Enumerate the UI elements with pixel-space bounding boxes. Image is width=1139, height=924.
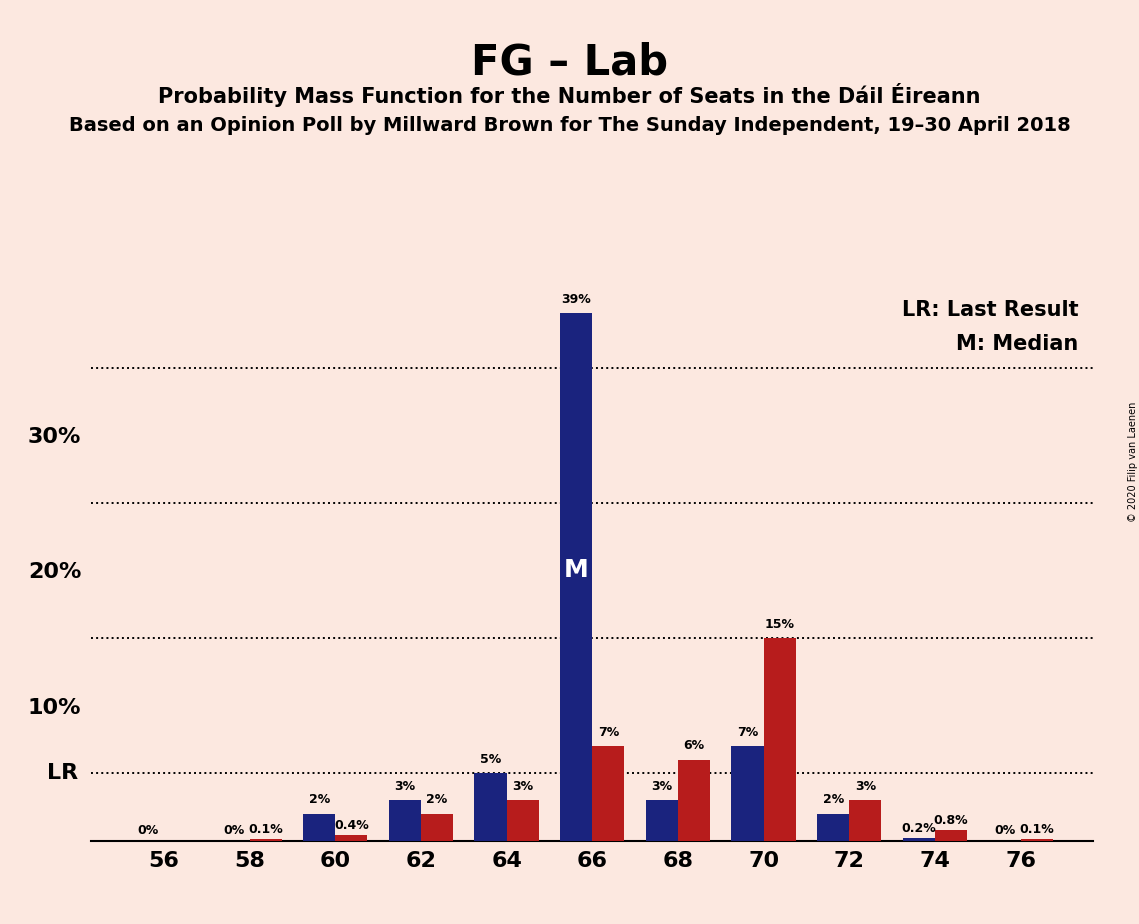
Text: M: Median: M: Median (956, 334, 1079, 354)
Bar (731, 747, 763, 841)
Bar (335, 835, 368, 841)
Text: M: M (564, 558, 589, 582)
Text: 0%: 0% (994, 824, 1015, 837)
Text: Based on an Opinion Poll by Millward Brown for The Sunday Independent, 19–30 Apr: Based on an Opinion Poll by Millward Bro… (68, 116, 1071, 136)
Bar (935, 830, 967, 841)
Bar (678, 760, 710, 841)
Text: 6%: 6% (683, 739, 705, 752)
Bar (903, 838, 935, 841)
Bar (850, 800, 882, 841)
Text: 0.1%: 0.1% (1019, 823, 1054, 836)
Text: 15%: 15% (764, 617, 795, 630)
Bar (763, 638, 796, 841)
Text: 7%: 7% (598, 725, 618, 739)
Text: 0.8%: 0.8% (934, 814, 968, 827)
Bar (560, 313, 592, 841)
Bar (646, 800, 678, 841)
Bar (303, 814, 335, 841)
Text: © 2020 Filip van Laenen: © 2020 Filip van Laenen (1129, 402, 1138, 522)
Text: 0.2%: 0.2% (901, 821, 936, 834)
Text: 7%: 7% (737, 725, 759, 739)
Text: 0%: 0% (138, 824, 158, 837)
Bar (475, 773, 507, 841)
Bar (592, 747, 624, 841)
Text: 5%: 5% (480, 753, 501, 766)
Bar (507, 800, 539, 841)
Text: FG – Lab: FG – Lab (470, 42, 669, 83)
Text: 3%: 3% (854, 780, 876, 793)
Text: LR: LR (47, 763, 79, 784)
Bar (1021, 840, 1052, 841)
Text: Probability Mass Function for the Number of Seats in the Dáil Éireann: Probability Mass Function for the Number… (158, 83, 981, 107)
Text: 0.1%: 0.1% (248, 823, 284, 836)
Text: 3%: 3% (513, 780, 533, 793)
Text: 2%: 2% (426, 794, 448, 807)
Text: LR: Last Result: LR: Last Result (902, 300, 1079, 321)
Text: 3%: 3% (652, 780, 672, 793)
Bar (388, 800, 421, 841)
Bar (817, 814, 850, 841)
Text: 39%: 39% (562, 293, 591, 306)
Bar (421, 814, 453, 841)
Text: 0%: 0% (223, 824, 244, 837)
Text: 2%: 2% (822, 794, 844, 807)
Text: 2%: 2% (309, 794, 330, 807)
Text: 3%: 3% (394, 780, 416, 793)
Bar (249, 840, 281, 841)
Text: 0.4%: 0.4% (334, 819, 369, 832)
